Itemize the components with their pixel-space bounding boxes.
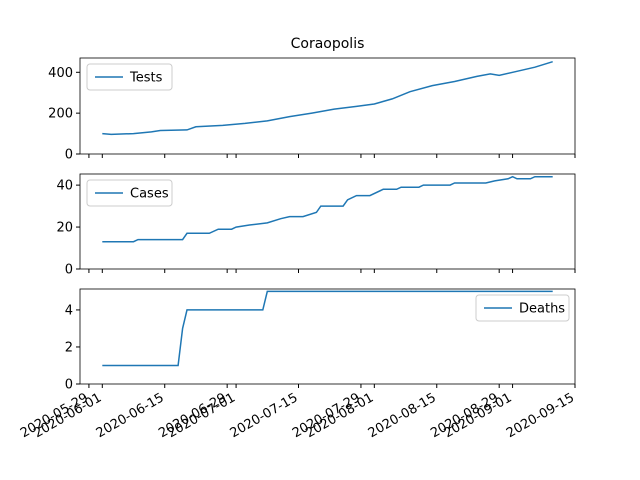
line-series (102, 175, 553, 243)
line-series (102, 60, 553, 136)
legend: Deaths (475, 294, 570, 322)
legend-box (475, 294, 570, 322)
y-tick-label: 200 (48, 107, 73, 122)
x-tick-label: 2020-08-15 (366, 390, 439, 441)
y-tick-label: 400 (48, 66, 73, 81)
legend-label: Tests (129, 71, 163, 86)
y-tick-label: 20 (56, 221, 73, 236)
y-tick-label: 40 (56, 179, 73, 194)
y-tick-label: 0 (65, 148, 73, 163)
legend: Cases (86, 179, 173, 207)
axes-frame (79, 288, 576, 385)
y-tick-label: 4 (65, 303, 73, 318)
y-tick-label: 0 (65, 263, 73, 278)
x-tick-label: 2020-06-15 (94, 390, 167, 441)
axes-frame (79, 57, 576, 155)
y-tick-label: 2 (65, 340, 73, 355)
legend-box (86, 63, 173, 91)
legend-box (86, 179, 173, 207)
legend-label: Deaths (519, 302, 565, 317)
x-tick-label: 2020-07-15 (228, 390, 301, 441)
chart-title: Coraopolis (291, 36, 365, 52)
legend-label: Cases (130, 187, 169, 202)
line-series (102, 290, 553, 367)
y-tick-label: 0 (65, 378, 73, 393)
legend: Tests (86, 63, 173, 91)
x-tick-label: 2020-09-15 (504, 390, 577, 441)
axes-frame (79, 173, 576, 270)
